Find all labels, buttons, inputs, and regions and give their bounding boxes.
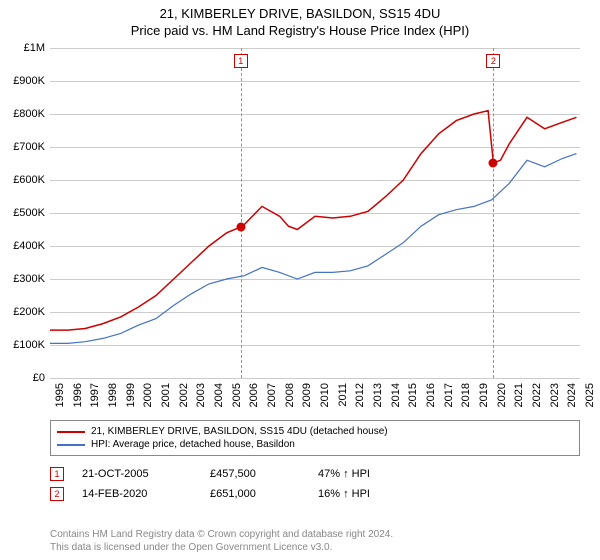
x-axis-label: 2001 [160,383,172,407]
annotation-pct: 16% ↑ HPI [318,488,418,500]
y-axis-label: £500K [13,207,45,219]
x-axis-label: 2004 [213,383,225,407]
annotation-marker: 2 [50,487,64,501]
x-axis-label: 2000 [142,383,154,407]
x-axis-label: 2017 [443,383,455,407]
annotation-date: 21-OCT-2005 [82,468,192,480]
x-axis-label: 2007 [266,383,278,407]
x-axis-label: 2025 [584,383,596,407]
x-axis-label: 1996 [72,383,84,407]
x-axis-label: 2012 [354,383,366,407]
x-axis-label: 2008 [284,383,296,407]
y-axis-label: £200K [13,306,45,318]
annotation-row: 2 14-FEB-2020 £651,000 16% ↑ HPI [50,484,580,504]
y-axis-label: £1M [24,42,45,54]
annotation-table: 1 21-OCT-2005 £457,500 47% ↑ HPI 2 14-FEB-202… [50,464,580,504]
x-axis-label: 2019 [478,383,490,407]
x-axis-label: 2010 [319,383,331,407]
x-axis-label: 1995 [54,383,66,407]
y-axis-label: £300K [13,273,45,285]
legend-section: 21, KIMBERLEY DRIVE, BASILDON, SS15 4DU … [50,420,580,504]
x-axis-label: 2005 [231,383,243,407]
legend-item: HPI: Average price, detached house, Basi… [57,438,573,451]
y-axis-label: £100K [13,339,45,351]
gridline-h [50,378,580,379]
annotation-date: 14-FEB-2020 [82,488,192,500]
x-axis-label: 2009 [301,383,313,407]
x-axis-label: 2006 [248,383,260,407]
legend-swatch [57,431,85,433]
y-axis-label: £700K [13,141,45,153]
footer-line-1: Contains HM Land Registry data © Crown c… [50,528,393,541]
x-axis-label: 2023 [549,383,561,407]
x-axis-label: 2022 [531,383,543,407]
series-line [50,111,577,330]
x-axis-label: 2021 [513,383,525,407]
x-axis-label: 1997 [89,383,101,407]
x-axis-label: 2011 [337,383,349,407]
annotation-pct: 47% ↑ HPI [318,468,418,480]
x-axis-label: 2014 [390,383,402,407]
annotation-row: 1 21-OCT-2005 £457,500 47% ↑ HPI [50,464,580,484]
x-axis-label: 2016 [425,383,437,407]
legend-item: 21, KIMBERLEY DRIVE, BASILDON, SS15 4DU … [57,425,573,438]
legend-label: 21, KIMBERLEY DRIVE, BASILDON, SS15 4DU … [91,426,388,437]
chart-title: 21, KIMBERLEY DRIVE, BASILDON, SS15 4DU [0,0,600,21]
data-point-dot [236,223,245,232]
annotation-price: £457,500 [210,468,300,480]
chart-area: £0£100K£200K£300K£400K£500K£600K£700K£80… [50,48,580,378]
annotation-marker: 1 [50,467,64,481]
annotation-price: £651,000 [210,488,300,500]
x-axis-label: 1998 [107,383,119,407]
data-point-dot [489,159,498,168]
y-axis-label: £400K [13,240,45,252]
y-axis-label: £0 [33,372,45,384]
footer-attribution: Contains HM Land Registry data © Crown c… [50,528,393,554]
series-line [50,154,577,344]
x-axis-label: 2020 [496,383,508,407]
x-axis-label: 2018 [460,383,472,407]
y-axis-label: £900K [13,75,45,87]
chart-plot: £0£100K£200K£300K£400K£500K£600K£700K£80… [50,48,580,378]
x-axis-label: 2002 [178,383,190,407]
y-axis-label: £600K [13,174,45,186]
x-axis-label: 2024 [566,383,578,407]
x-axis-label: 2015 [407,383,419,407]
x-axis-label: 2013 [372,383,384,407]
x-axis-label: 2003 [195,383,207,407]
legend-swatch [57,444,85,446]
chart-subtitle: Price paid vs. HM Land Registry's House … [0,21,600,38]
footer-line-2: This data is licensed under the Open Gov… [50,541,393,554]
legend-box: 21, KIMBERLEY DRIVE, BASILDON, SS15 4DU … [50,420,580,456]
y-axis-label: £800K [13,108,45,120]
legend-label: HPI: Average price, detached house, Basi… [91,439,295,450]
x-axis-label: 1999 [125,383,137,407]
